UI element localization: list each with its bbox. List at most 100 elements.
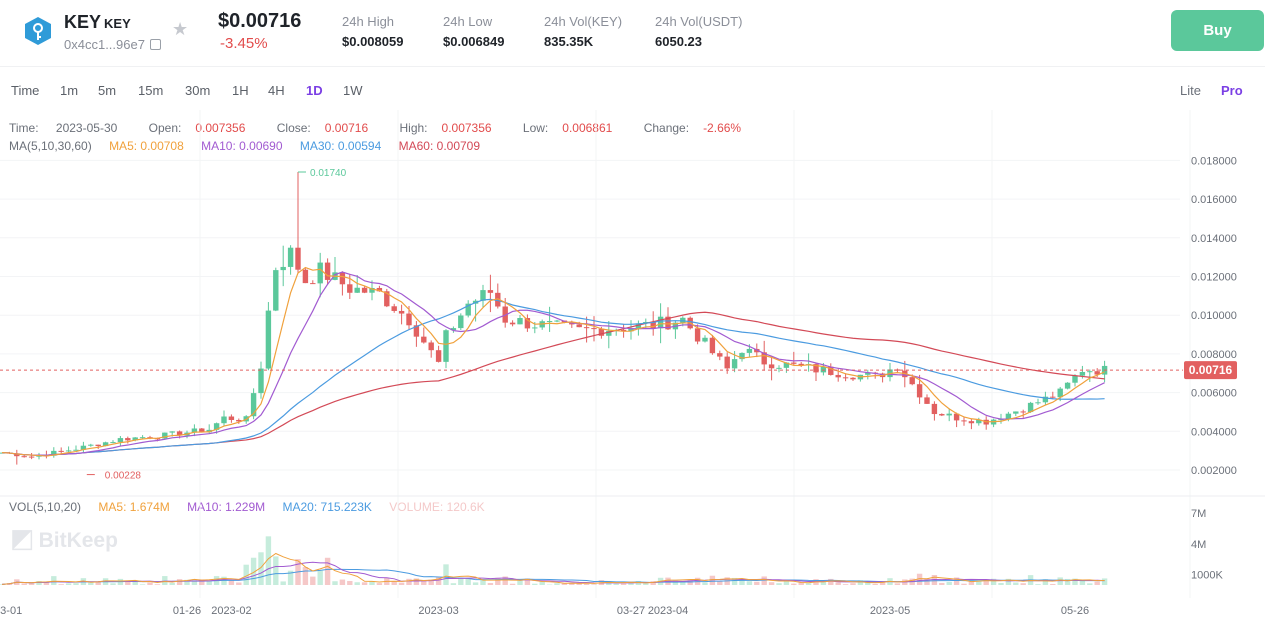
volume-bar (665, 577, 671, 585)
volume-bar (939, 582, 945, 585)
tab-15m[interactable]: 15m (138, 83, 164, 98)
buy-button[interactable]: Buy (1171, 10, 1264, 51)
volume-bar (820, 580, 827, 585)
volume-bar (428, 579, 434, 585)
copy-icon[interactable] (149, 39, 161, 50)
volume-bar (295, 559, 301, 585)
favorite-star-icon[interactable]: ★ (172, 19, 189, 39)
volume-bar (502, 576, 508, 585)
candle-body (51, 450, 57, 456)
candle-body (887, 369, 893, 378)
candle-body (680, 317, 686, 323)
mode-lite[interactable]: Lite (1180, 83, 1201, 98)
candle-body (273, 270, 279, 311)
volume-bar (1042, 579, 1049, 585)
volume-bar (376, 583, 383, 585)
candle-body (428, 342, 434, 351)
candle-body (73, 449, 79, 451)
candle-body (154, 438, 161, 440)
volume-bar (1013, 582, 1019, 585)
volume-bar (532, 583, 538, 585)
candle-body (916, 384, 923, 398)
candle-body (1042, 396, 1049, 403)
candle-body (258, 368, 264, 394)
volume-bar (317, 570, 323, 585)
volume-bar (450, 583, 457, 585)
candle-body (487, 290, 494, 293)
volume-bar (724, 577, 730, 585)
candle-body (480, 290, 486, 301)
candle-body (554, 320, 560, 322)
mode-pro[interactable]: Pro (1221, 83, 1243, 98)
volume-bar (117, 578, 124, 585)
ma5-legend: MA5: 0.00708 (109, 139, 184, 153)
stat-24h-low: 24h Low $0.006849 (443, 14, 505, 49)
stat-24h-vol-key: 24h Vol(KEY) 835.35K (544, 14, 623, 49)
candle-body (384, 291, 390, 307)
ohlc-change: -2.66% (703, 121, 742, 135)
volume-bar (739, 580, 745, 585)
candle-body (184, 432, 190, 436)
volume-bar (539, 581, 545, 585)
ma60-line (1, 311, 1105, 456)
current-price-tag-text: 0.00716 (1189, 363, 1233, 377)
candle-body (561, 320, 568, 323)
tab-1d[interactable]: 1D (306, 83, 323, 98)
candle-body (761, 352, 767, 365)
volume-bar (339, 579, 346, 585)
ma10-line (1, 271, 1105, 456)
candle-body (857, 374, 864, 380)
tab-30m[interactable]: 30m (185, 83, 211, 98)
volume-bar (413, 578, 420, 585)
candle-body (398, 310, 405, 314)
tab-1h[interactable]: 1H (232, 83, 249, 98)
tab-1m[interactable]: 1m (60, 83, 79, 98)
candle-body (635, 323, 642, 329)
candle-body (717, 353, 723, 357)
volume-bar (102, 578, 109, 585)
tab-time[interactable]: Time (11, 83, 40, 98)
candle-body (43, 455, 50, 457)
price-axis-label: 0.012000 (1191, 272, 1237, 284)
volume-bar (746, 581, 753, 585)
candle-body (295, 247, 301, 270)
candle-body (465, 303, 471, 316)
volume-bar (199, 579, 205, 585)
candle-body (620, 329, 627, 332)
token-address[interactable]: 0x4cc1...96e7 (64, 37, 161, 52)
ma-legend: MA(5,10,30,60) MA5: 0.00708 MA10: 0.0069… (9, 139, 494, 153)
volume-bar (561, 583, 568, 585)
candle-body (191, 428, 198, 433)
volume-bar (58, 584, 64, 585)
volume-bar (243, 564, 249, 585)
tab-1w[interactable]: 1W (343, 83, 363, 98)
volume-bar (347, 581, 353, 585)
candle-body (162, 432, 168, 439)
volume-bar (961, 583, 967, 585)
candle-body (132, 437, 138, 441)
candle-body (1035, 402, 1041, 404)
ma60-legend: MA60: 0.00709 (398, 139, 481, 153)
candle-body (939, 414, 945, 416)
tab-5m[interactable]: 5m (98, 83, 117, 98)
candle-body (976, 419, 982, 424)
volume-axis-label: 4M (1191, 539, 1206, 551)
volume-bar (576, 582, 582, 585)
candle-body (1079, 371, 1086, 376)
candle-body (791, 362, 797, 364)
candle-body (1027, 402, 1034, 413)
candle-body (354, 287, 360, 293)
ohlc-close: 0.00716 (324, 121, 369, 135)
volume-bar (1035, 584, 1041, 585)
ma5-line (1, 266, 1105, 457)
volume-legend: VOLUME: 120.6K (389, 500, 485, 514)
candle-body (324, 262, 331, 280)
volume-bar (250, 557, 257, 585)
candle-body (879, 373, 886, 378)
candle-body (1057, 388, 1063, 398)
stat-24h-vol-usdt: 24h Vol(USDT) 6050.23 (655, 14, 743, 49)
candle-body (946, 413, 952, 416)
candle-body (495, 292, 501, 307)
tab-4h[interactable]: 4H (268, 83, 285, 98)
volume-bar (472, 582, 479, 585)
